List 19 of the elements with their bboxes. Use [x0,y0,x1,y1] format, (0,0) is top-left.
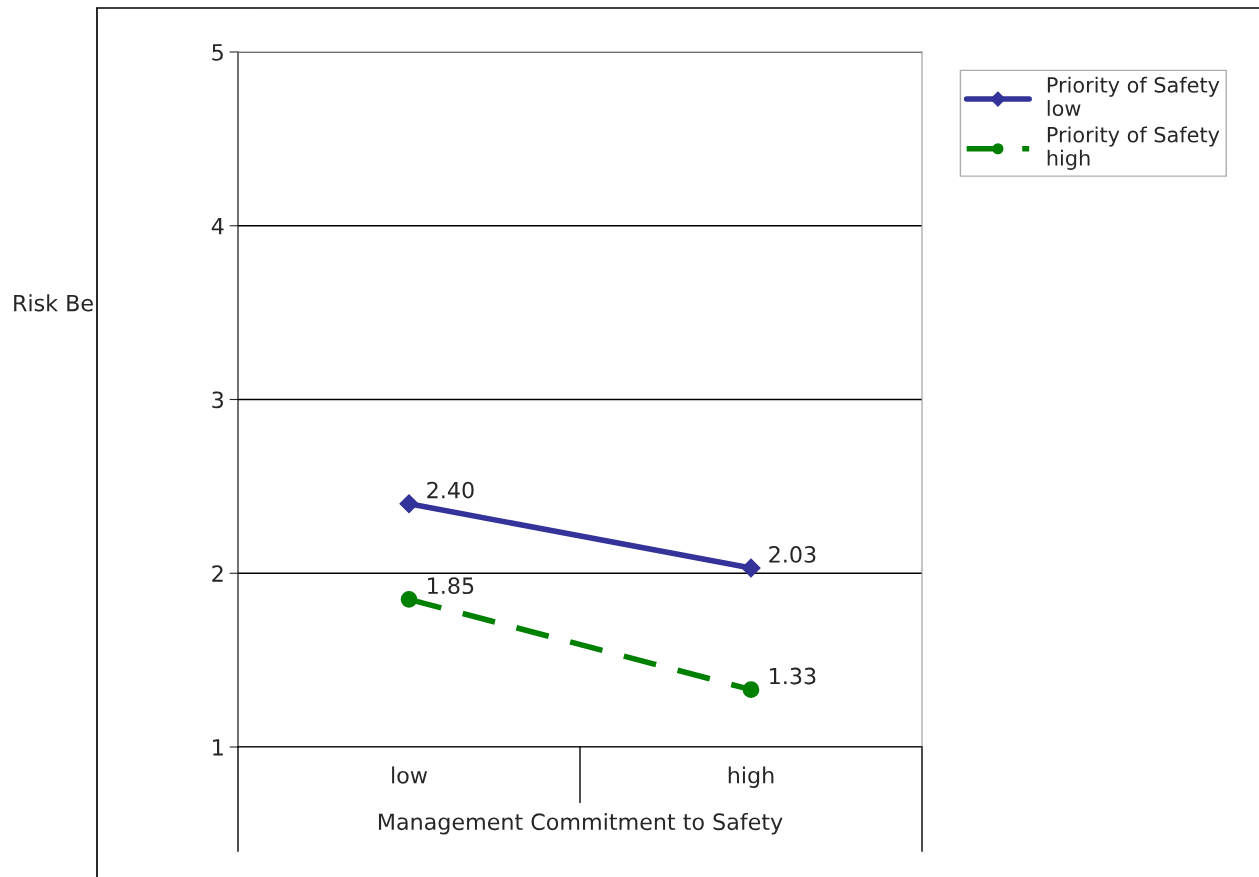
point [399,494,419,514]
point [742,681,760,698]
text: Risk Be [14,294,93,312]
y-tick-label: 1 [213,739,223,756]
point [741,558,761,578]
y-tick-label: 4 [211,217,224,235]
x-tick-label: low [392,766,428,784]
y-tick-label: 5 [212,44,223,61]
data-label: 2.03 [769,545,816,563]
data-label: 1.85 [428,577,474,595]
legend-label: Priority of Safety low [1047,76,1220,117]
data-label: 2.40 [427,481,474,499]
legend-label: Priority of Safety high [1047,126,1220,170]
x-axis-title: Management Commitment to Safety [378,812,783,835]
data-label: 1.33 [770,667,816,685]
point [400,590,418,608]
y-tick-label: 2 [212,565,223,582]
x-tick-label: high [728,766,774,788]
y-tick-label: 3 [212,391,224,409]
